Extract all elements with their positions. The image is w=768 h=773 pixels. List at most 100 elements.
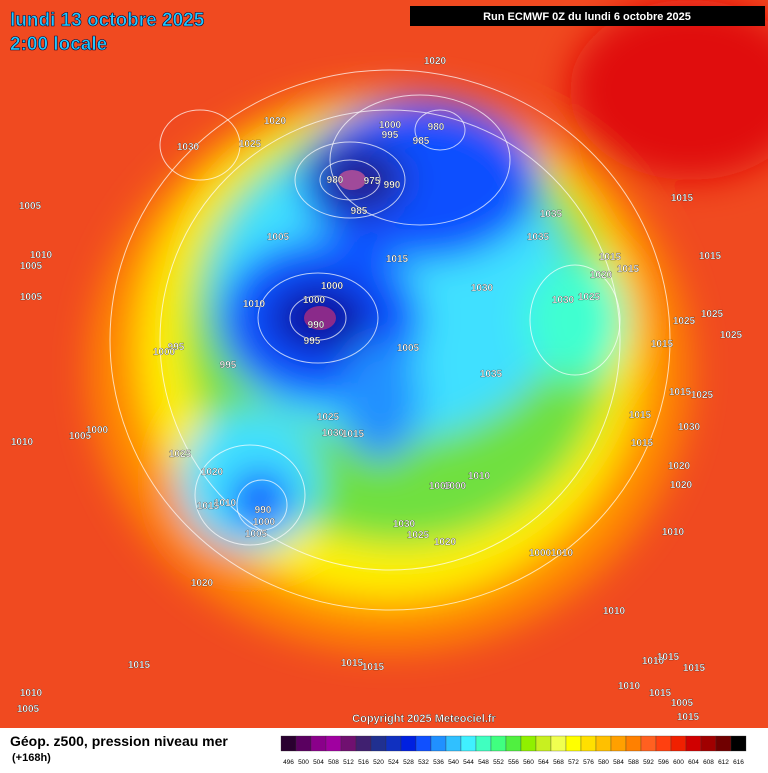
legend-swatch xyxy=(325,735,342,752)
legend-swatch xyxy=(490,735,507,752)
legend-swatch xyxy=(445,735,462,752)
isobar-label: 1010 xyxy=(662,527,685,538)
isobar-label: 1000 xyxy=(253,517,276,528)
legend-swatch xyxy=(370,735,387,752)
isobar-label: 1010 xyxy=(603,606,626,617)
isobar-label: 1030 xyxy=(552,295,575,306)
legend-label: 596 xyxy=(658,759,669,766)
isobar-label: 1015 xyxy=(617,264,640,275)
legend-label: 608 xyxy=(703,759,714,766)
isobar-label: 1015 xyxy=(197,501,220,512)
isobar-label: 1000 xyxy=(529,548,552,559)
isobar-label: 1005 xyxy=(671,698,694,709)
legend-label: 584 xyxy=(613,759,624,766)
isobar-label: 995 xyxy=(168,342,185,353)
legend-swatch xyxy=(385,735,402,752)
legend-swatch xyxy=(595,735,612,752)
legend-swatch xyxy=(580,735,597,752)
legend-label: 616 xyxy=(733,759,744,766)
isobar-label: 1020 xyxy=(201,467,224,478)
legend-swatch xyxy=(610,735,627,752)
isobar-label: 1010 xyxy=(30,250,53,261)
legend-label: 576 xyxy=(583,759,594,766)
legend-label: 612 xyxy=(718,759,729,766)
isobar-label: 1020 xyxy=(191,578,214,589)
isobar-label: 985 xyxy=(351,206,368,217)
legend-label: 604 xyxy=(688,759,699,766)
isobar-label: 1015 xyxy=(683,663,706,674)
isobar-label: 1000 xyxy=(86,425,109,436)
isobar-label: 1015 xyxy=(599,252,622,263)
isobar-label: 1035 xyxy=(540,209,563,220)
legend-label: 500 xyxy=(298,759,309,766)
legend-label: 544 xyxy=(463,759,474,766)
isobar-label: 1020 xyxy=(264,116,287,127)
legend-label: 524 xyxy=(388,759,399,766)
isobar-label: 1010 xyxy=(618,681,641,692)
legend-swatch xyxy=(535,735,552,752)
isobar-label: 1025 xyxy=(239,139,262,150)
isobar-label: 1035 xyxy=(480,369,503,380)
isobar-label: 990 xyxy=(384,180,401,191)
isobar-label: 1015 xyxy=(671,193,694,204)
isobar-label: 1025 xyxy=(691,390,714,401)
isobar-label: 1020 xyxy=(670,480,693,491)
legend-swatch xyxy=(430,735,447,752)
isobar-label: 1010 xyxy=(243,299,266,310)
isobar-label: 1005 xyxy=(17,704,40,715)
isobar-label: 990 xyxy=(308,320,325,331)
isobar-label: 1015 xyxy=(629,410,652,421)
legend-swatch xyxy=(295,735,312,752)
isobar-label: 1005 xyxy=(397,343,420,354)
legend-label: 588 xyxy=(628,759,639,766)
isobar-label: 1010 xyxy=(468,471,491,482)
isobar-label: 990 xyxy=(255,505,272,516)
isobar-label: 1015 xyxy=(677,712,700,723)
isobar-label: 1025 xyxy=(317,412,340,423)
legend-label: 572 xyxy=(568,759,579,766)
copyright: Copyright 2025 Meteociel.fr xyxy=(352,713,496,725)
isobar-label: 1010 xyxy=(11,437,34,448)
isobar-label: 1005 xyxy=(20,292,43,303)
isobar-label: 1015 xyxy=(657,652,680,663)
isobar-label: 1015 xyxy=(699,251,722,262)
legend-label: 564 xyxy=(538,759,549,766)
isobar-label: 1000 xyxy=(379,120,402,131)
isobar-label: 995 xyxy=(220,360,237,371)
legend-label: 548 xyxy=(478,759,489,766)
legend-swatch xyxy=(670,735,687,752)
isobar-label: 1035 xyxy=(527,232,550,243)
legend-label: 580 xyxy=(598,759,609,766)
isobar-label: 995 xyxy=(382,130,399,141)
isobar-label: 1030 xyxy=(471,283,494,294)
footer-title: Géop. z500, pression niveau mer xyxy=(10,733,228,749)
legend-label: 592 xyxy=(643,759,654,766)
legend-label: 532 xyxy=(418,759,429,766)
legend-swatch xyxy=(565,735,582,752)
isobar-label: 1010 xyxy=(642,656,665,667)
legend-swatch xyxy=(280,735,297,752)
legend-swatch xyxy=(550,735,567,752)
legend-swatch xyxy=(520,735,537,752)
footer-subtitle: (+168h) xyxy=(12,752,51,764)
isobar-label: 1005 xyxy=(267,232,290,243)
isobar-label: 1025 xyxy=(701,309,724,320)
isobar-label: 1030 xyxy=(322,428,345,439)
legend-swatch xyxy=(700,735,717,752)
isobar-label: 980 xyxy=(327,175,344,186)
legend-swatch xyxy=(310,735,327,752)
isobar-label: 980 xyxy=(428,122,445,133)
isobar-label: 1015 xyxy=(669,387,692,398)
isobar-label: 1030 xyxy=(393,519,416,530)
isobar-label: 1005 xyxy=(69,431,92,442)
isobar-label: 995 xyxy=(304,336,321,347)
isobar-label: 1030 xyxy=(177,142,200,153)
isobar-label: 1030 xyxy=(678,422,701,433)
isobar-label: 1000 xyxy=(321,281,344,292)
isobar-label: 1000 xyxy=(444,481,467,492)
isobar-label: 975 xyxy=(364,176,381,187)
isobar-label: 985 xyxy=(413,136,430,147)
legend-label: 504 xyxy=(313,759,324,766)
